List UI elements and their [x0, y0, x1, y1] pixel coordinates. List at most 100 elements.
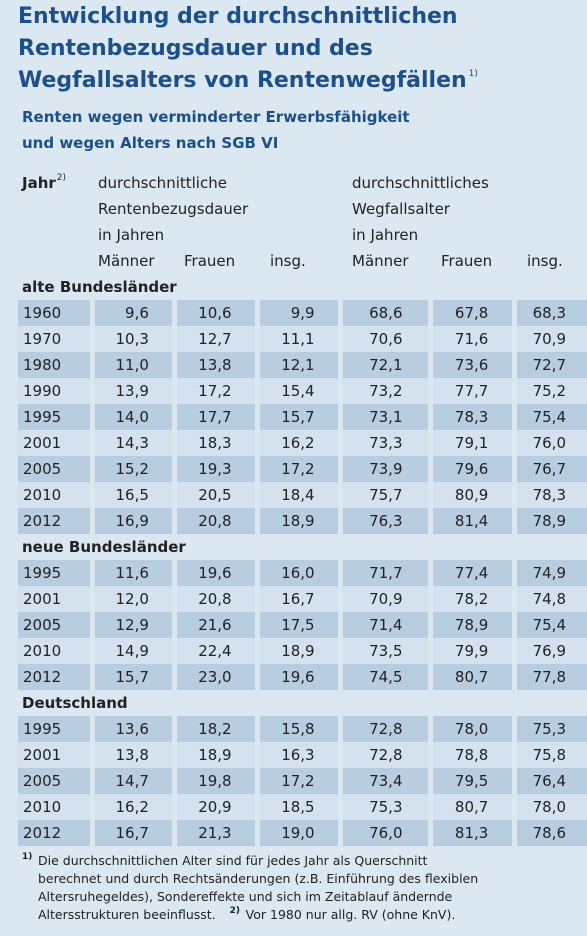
table-cell: 76,3 [343, 508, 428, 534]
value-cell: 19,3 [198, 460, 232, 478]
year-cell: 1990 [23, 382, 62, 400]
table-cell: 20,5 [177, 482, 255, 508]
table-cell: 12,9 [95, 612, 172, 638]
value-cell: 14,7 [115, 772, 149, 790]
table-cell: 73,2 [343, 378, 428, 404]
year-cell: 2001 [23, 434, 62, 452]
value-cell: 14,0 [115, 408, 149, 426]
table-cell: 11,1 [260, 326, 338, 352]
value-cell: 16,5 [115, 486, 149, 504]
value-cell: 76,3 [369, 512, 403, 530]
table-cell: 2010 [18, 638, 90, 664]
table-cell: 18,5 [260, 794, 338, 820]
value-cell: 13,6 [115, 720, 149, 738]
table-cell: 16,2 [95, 794, 172, 820]
sub-header: insg. [270, 252, 306, 270]
table-cell: 19,3 [177, 456, 255, 482]
value-cell: 13,8 [115, 746, 149, 764]
year-cell: 2010 [23, 642, 62, 660]
value-cell: 78,8 [454, 746, 489, 764]
table-cell: 1970 [18, 326, 90, 352]
value-cell: 22,4 [198, 642, 232, 660]
value-cell: 73,9 [369, 460, 403, 478]
table-cell: 79,1 [433, 430, 512, 456]
value-cell: 17,2 [281, 772, 315, 790]
table-cell: 2012 [18, 508, 90, 534]
footnote-line: Die durchschnittlichen Alter sind für je… [38, 853, 428, 868]
value-cell: 72,8 [369, 746, 403, 764]
subtitle-line: Renten wegen verminderter Erwerbsfähigke… [22, 108, 410, 126]
table-cell: 19,6 [260, 664, 338, 690]
table-cell: 77,4 [433, 560, 512, 586]
value-cell: 16,3 [281, 746, 315, 764]
value-cell: 79,6 [454, 460, 489, 478]
table-cell: 78,0 [517, 794, 587, 820]
value-cell: 68,6 [369, 304, 403, 322]
value-cell: 16,2 [281, 434, 315, 452]
value-cell: 19,6 [198, 564, 232, 582]
value-cell: 78,6 [532, 824, 566, 842]
table-cell: 10,6 [177, 300, 255, 326]
table-cell: 74,5 [343, 664, 428, 690]
value-cell: 21,3 [198, 824, 232, 842]
table-cell: 18,9 [177, 742, 255, 768]
table-cell: 16,0 [260, 560, 338, 586]
table-cell: 75,3 [517, 716, 587, 742]
table-cell: 22,4 [177, 638, 255, 664]
value-cell: 75,3 [532, 720, 566, 738]
value-cell: 70,9 [369, 590, 403, 608]
table-cell: 19,8 [177, 768, 255, 794]
table-cell: 76,0 [517, 430, 587, 456]
table-cell: 16,7 [260, 586, 338, 612]
value-cell: 71,4 [369, 616, 403, 634]
table-cell: 70,9 [343, 586, 428, 612]
value-cell: 67,8 [454, 304, 489, 322]
table-cell: 15,7 [260, 404, 338, 430]
value-cell: 79,1 [454, 434, 489, 452]
table-cell: 2005 [18, 768, 90, 794]
value-cell: 18,5 [281, 798, 315, 816]
table-cell: 1980 [18, 352, 90, 378]
table-cell: 16,2 [260, 430, 338, 456]
table-cell: 15,2 [95, 456, 172, 482]
footnote-line: berechnet und durch Rechtsänderungen (z.… [38, 871, 479, 886]
year-cell: 2012 [23, 512, 62, 530]
table-cell: 78,3 [433, 404, 512, 430]
table-cell: 2012 [18, 820, 90, 846]
table-cell: 78,3 [517, 482, 587, 508]
table-cell: 2012 [18, 664, 90, 690]
table-cell: 15,4 [260, 378, 338, 404]
value-cell: 80,7 [454, 668, 489, 686]
unit-label: in Jahren [98, 226, 165, 244]
value-cell: 20,5 [198, 486, 232, 504]
value-cell: 73,3 [369, 434, 403, 452]
table-cell: 2005 [18, 456, 90, 482]
year-header: Jahr [22, 174, 56, 192]
title-line: Entwicklung der durchschnittlichen [18, 4, 458, 29]
value-cell: 11,0 [115, 356, 149, 374]
table-cell: 80,9 [433, 482, 512, 508]
table-cell: 81,4 [433, 508, 512, 534]
value-cell: 15,7 [281, 408, 315, 426]
table-cell: 68,3 [517, 300, 587, 326]
table-cell: 75,2 [517, 378, 587, 404]
table-cell: 21,3 [177, 820, 255, 846]
table-cell: 75,3 [343, 794, 428, 820]
table-cell: 20,9 [177, 794, 255, 820]
year-cell: 2005 [23, 616, 62, 634]
table-cell: 68,6 [343, 300, 428, 326]
table-cell: 79,9 [433, 638, 512, 664]
value-cell: 12,1 [281, 356, 315, 374]
table-cell: 15,7 [95, 664, 172, 690]
value-cell: 78,9 [532, 512, 566, 530]
table-cell: 71,6 [433, 326, 512, 352]
table-cell: 15,8 [260, 716, 338, 742]
group-header: durchschnittliches [352, 174, 489, 192]
table-cell: 71,7 [343, 560, 428, 586]
table-cell: 11,0 [95, 352, 172, 378]
value-cell: 15,4 [281, 382, 315, 400]
value-cell: 74,9 [532, 564, 566, 582]
value-cell: 76,0 [369, 824, 403, 842]
title-line: Wegfallsalters von Rentenwegfällen [18, 68, 467, 93]
value-cell: 13,8 [198, 356, 232, 374]
